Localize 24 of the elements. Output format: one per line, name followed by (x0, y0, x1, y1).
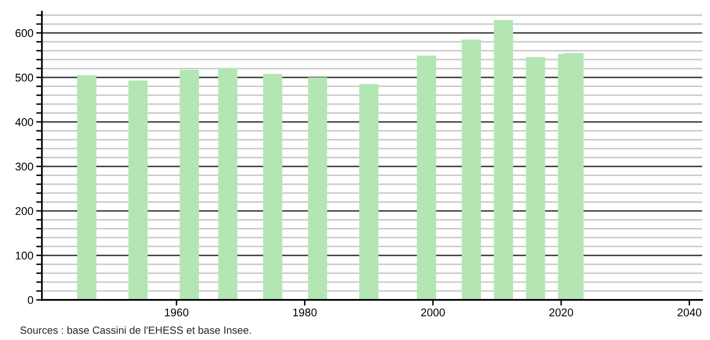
y-tick-label: 300 (15, 162, 34, 171)
x-tick-label: 1960 (165, 308, 188, 316)
y-tick-label: 600 (16, 29, 34, 38)
bar (494, 20, 514, 300)
bar (416, 56, 436, 300)
x-tick-label: 2040 (678, 308, 702, 316)
source-note: Sources : base Cassini de l'EHESS et base Insee. (20, 326, 251, 334)
bar (462, 40, 482, 300)
x-tick-label: 1980 (293, 308, 317, 316)
y-tick-label: 500 (15, 74, 34, 82)
bar (180, 70, 199, 300)
bar (308, 77, 328, 300)
bar (77, 75, 96, 300)
y-tick-label: 200 (16, 207, 34, 216)
bar (218, 68, 238, 300)
bar (128, 80, 148, 300)
bar (526, 56, 546, 300)
y-tick-label: 400 (15, 118, 34, 126)
x-tick-label: 2000 (421, 308, 445, 316)
y-tick-label: 0 (28, 296, 34, 304)
bar (263, 74, 282, 300)
y-tick-label: 100 (16, 252, 34, 260)
bar (359, 84, 378, 300)
x-tick-label: 2020 (549, 308, 574, 316)
